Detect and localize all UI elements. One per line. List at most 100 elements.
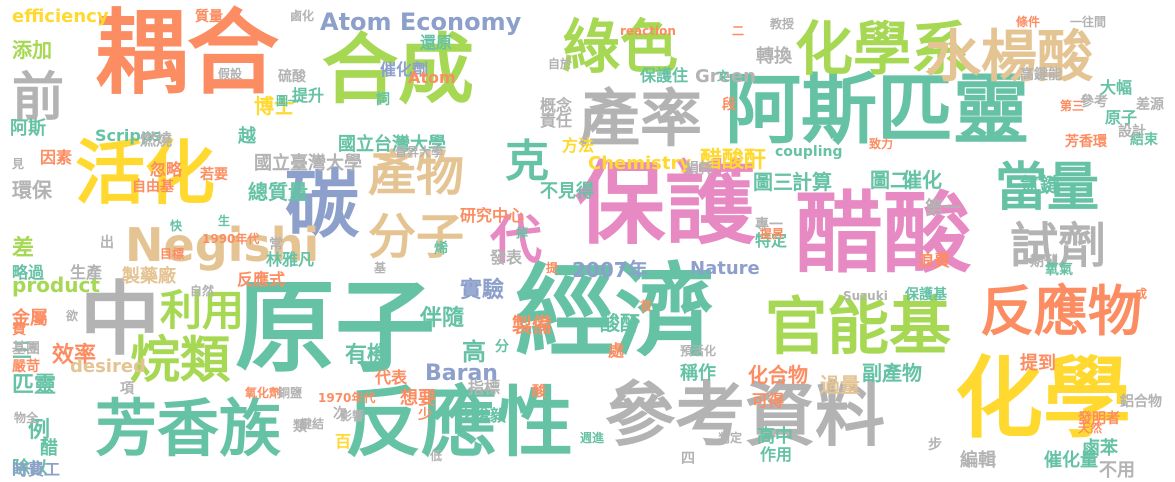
cloud-word: 百 (335, 432, 352, 451)
cloud-word: 編輯 (960, 450, 996, 471)
cloud-word: 差源 (1136, 97, 1164, 113)
cloud-word: Green (695, 66, 756, 87)
cloud-word: 例 (28, 418, 51, 443)
cloud-word: 類 (293, 419, 307, 435)
cloud-word: 化學系 (795, 15, 970, 83)
cloud-word: 預活化 (680, 344, 717, 358)
cloud-word: 李俊毅 (458, 406, 507, 425)
cloud-word: 燃燒 (140, 130, 173, 149)
cloud-word: 利用 (160, 286, 245, 335)
cloud-word: 第一 (925, 198, 961, 219)
cloud-word: 1970年代 (318, 391, 376, 405)
cloud-word: 活化 (75, 132, 215, 214)
cloud-word: 詞 (376, 92, 390, 108)
cloud-word: 過量 (820, 373, 860, 397)
cloud-word: reaction (620, 24, 676, 38)
cloud-word: 伴隨 (420, 306, 465, 331)
cloud-word: 實驗 (460, 278, 505, 303)
cloud-word: 責任 (540, 111, 573, 130)
cloud-word: Chemistry (588, 153, 692, 174)
cloud-word: 除以 (12, 458, 48, 479)
cloud-word: 提昇 (760, 227, 785, 241)
cloud-word: 催化劑 (380, 60, 429, 79)
cloud-word: 製藥廠 (122, 266, 176, 287)
cloud-word: 一往間 (1070, 15, 1107, 29)
cloud-word: 催化 (902, 168, 942, 192)
cloud-word: 保護 (575, 152, 755, 257)
cloud-word: Atom Economy (320, 8, 522, 36)
cloud-word: 第三 (1060, 99, 1085, 113)
cloud-word: 1990年代 (202, 232, 260, 246)
cloud-word: 氧氣 (1045, 262, 1073, 278)
cloud-word: 酸 (532, 384, 546, 400)
cloud-word: 基 (374, 261, 387, 275)
cloud-word: 化合物 (748, 363, 808, 387)
cloud-word: 醋酸酐 (700, 148, 767, 173)
cloud-word: 設計 (1118, 124, 1146, 140)
cloud-word: 處 (608, 341, 625, 360)
cloud-word: Suzuki (843, 289, 888, 303)
cloud-word: 時費工 (12, 460, 61, 479)
cloud-word: 轉換 (756, 46, 792, 67)
cloud-word: 鍵結 (300, 417, 325, 431)
cloud-word: 提 (546, 261, 559, 275)
cloud-word: 芳香族 (95, 392, 282, 465)
cloud-word: 製備 (512, 313, 552, 337)
cloud-word: 化學 (955, 347, 1132, 450)
cloud-word: 水楊酸 (925, 25, 1093, 90)
cloud-word: 損耗 (685, 161, 713, 177)
cloud-word: 圖三 (753, 170, 793, 194)
cloud-word: 指標 (468, 378, 501, 397)
cloud-word: 克 (505, 136, 549, 187)
cloud-word: 原子 (235, 269, 435, 386)
cloud-word: 條件 (1016, 15, 1041, 29)
cloud-word: coupling (775, 144, 843, 160)
cloud-word: 產率 (578, 82, 703, 155)
cloud-word: 特定 (755, 231, 788, 250)
cloud-word: 還原 (420, 33, 453, 52)
cloud-word: 想要 (400, 388, 436, 409)
cloud-word: 計算 (792, 170, 832, 194)
cloud-word: 物全 (14, 411, 39, 425)
cloud-word: 浪費 (918, 251, 951, 270)
cloud-word: 提到 (1020, 353, 1056, 374)
cloud-word: 三 (12, 338, 32, 362)
cloud-word: 致力 (869, 137, 894, 151)
cloud-word: 發表 (490, 248, 523, 267)
cloud-word: 作用 (760, 445, 793, 464)
cloud-word: 期刊 (1030, 254, 1058, 270)
cloud-word: 判定 (718, 431, 743, 445)
cloud-word: 見 (12, 157, 25, 171)
cloud-word: 經濟 (515, 253, 715, 370)
cloud-word: 鋁合物 (1120, 394, 1162, 410)
cloud-word: 2007年 (572, 258, 648, 282)
cloud-word: 專一 (755, 217, 783, 233)
cloud-word: 概念 (540, 96, 573, 115)
cloud-word: 參考 (1080, 94, 1108, 110)
cloud-word: desired (70, 356, 146, 377)
cloud-word: 目標 (160, 247, 185, 261)
cloud-word: 差 (12, 236, 35, 261)
cloud-word: 分子 (368, 209, 465, 265)
cloud-word: 中 (80, 273, 160, 366)
cloud-word: 合成 (322, 25, 474, 114)
cloud-word: Scripps (95, 126, 162, 145)
cloud-word: 保護住 (640, 66, 689, 85)
cloud-word: efficiency (12, 6, 109, 27)
cloud-word: 保護基 (905, 287, 947, 303)
cloud-word: 效率 (52, 343, 97, 368)
cloud-word: 二 (732, 24, 745, 38)
cloud-word: 當量 (995, 158, 1100, 218)
cloud-word: 常 (269, 237, 283, 253)
cloud-word: 阿斯 (10, 118, 46, 139)
cloud-word: Atom (408, 68, 456, 87)
cloud-word: 生產 (70, 263, 103, 282)
cloud-word: 研究中心 (460, 206, 525, 225)
cloud-word: 前 (12, 68, 65, 128)
cloud-word: 硫酸 (278, 69, 306, 85)
cloud-word: 自由基 (132, 179, 174, 195)
cloud-word: 教授 (770, 17, 795, 31)
cloud-word: 試劑 (1010, 218, 1107, 274)
cloud-word: Nature (690, 258, 760, 279)
cloud-word: 影響 (340, 409, 365, 423)
